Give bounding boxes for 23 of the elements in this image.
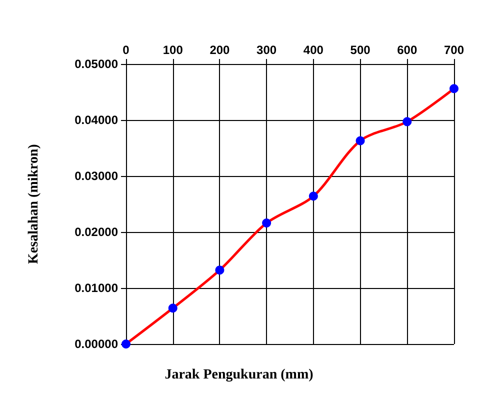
y-tick-label: 0.02000 bbox=[74, 225, 118, 239]
x-tick-label: 0 bbox=[122, 43, 130, 57]
y-tick-label: 0.05000 bbox=[74, 57, 118, 71]
point bbox=[215, 266, 224, 275]
y-tick-label: 0.00000 bbox=[74, 337, 118, 351]
x-tick-label: 500 bbox=[350, 43, 371, 57]
y-axis-title: Kesalahan (mikron) bbox=[26, 144, 42, 264]
point bbox=[168, 304, 178, 313]
x-tick-label: 100 bbox=[162, 43, 184, 57]
x-axis-title: Jarak Pengukuran (mm) bbox=[164, 368, 314, 382]
point bbox=[308, 192, 318, 201]
point bbox=[450, 84, 458, 94]
point bbox=[402, 117, 412, 126]
y-tick-label: 0.01000 bbox=[74, 281, 118, 295]
y-tick-label: 0.04000 bbox=[74, 113, 118, 127]
y-tick-label: 0.03000 bbox=[74, 169, 118, 183]
x-tick-label: 300 bbox=[256, 43, 277, 57]
point bbox=[262, 218, 272, 228]
x-tick-label: 400 bbox=[303, 43, 324, 57]
x-tick-label: 700 bbox=[444, 43, 464, 57]
x-tick-label: 200 bbox=[210, 43, 230, 57]
x-tick-label: 600 bbox=[397, 43, 418, 57]
point bbox=[356, 136, 365, 146]
